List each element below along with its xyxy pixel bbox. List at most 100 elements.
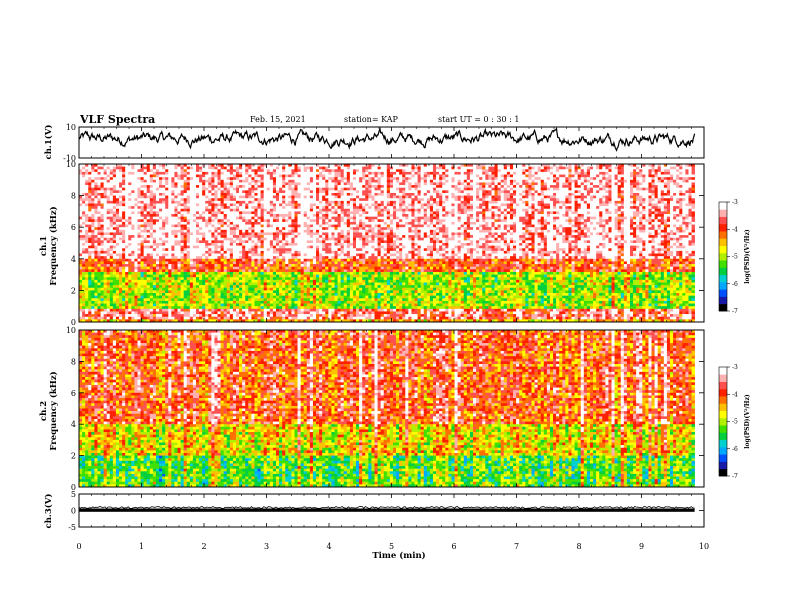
- ch1-spectrogram-cell: [229, 203, 234, 207]
- ch1-spectrogram-cell: [657, 190, 662, 194]
- ch1-spectrogram-cell: [503, 195, 508, 199]
- ch1-spectrogram-cell: [300, 192, 305, 196]
- ch1-spectrogram-cell: [389, 177, 394, 181]
- ch1-spectrogram-cell: [426, 195, 431, 199]
- ch1-spectrogram-cell: [334, 179, 338, 183]
- ch1-spectrogram-cell: [343, 216, 348, 220]
- ch1-spectrogram-cell: [94, 171, 98, 175]
- ch1-spectrogram-cell: [285, 164, 289, 167]
- ch1-spectrogram-cell: [352, 203, 357, 207]
- ch1-spectrogram-cell: [417, 211, 421, 215]
- ch1-spectrogram-cell: [192, 203, 197, 207]
- ch1-spectrogram-cell: [503, 185, 508, 188]
- ch1-spectrogram-cell: [346, 169, 351, 173]
- ch1-spectrogram-cell: [312, 174, 317, 178]
- ch1-spectrogram-cell: [155, 192, 160, 196]
- ch1-spectrogram-cell: [79, 200, 83, 204]
- ch1-spectrogram-cell: [574, 185, 578, 188]
- ch1-spectrogram-cell: [174, 203, 178, 207]
- ch1-spectrogram-cell: [519, 206, 523, 210]
- ch1-spectrogram-cell: [288, 166, 292, 170]
- ch1-spectrogram-cell: [596, 171, 600, 175]
- ch1-spectrogram-cell: [543, 208, 548, 212]
- ch1-spectrogram-cell: [119, 216, 123, 220]
- ch1-spectrogram-cell: [537, 192, 542, 196]
- ch1-spectrogram-cell: [571, 190, 575, 194]
- ch1-spectrogram-cell: [239, 171, 243, 175]
- ch1-spectrogram-cell: [235, 190, 240, 194]
- ch1-spectrogram-cell: [337, 221, 341, 225]
- ch1-spectrogram-cell: [143, 192, 148, 196]
- ch1-spectrogram-cell: [282, 198, 286, 202]
- ch1-spectrogram-cell: [562, 195, 566, 199]
- ch1-spectrogram-cell: [229, 198, 234, 202]
- ch1-spectrogram-cell: [482, 179, 486, 183]
- ch1-spectrogram-cell: [679, 216, 683, 220]
- ch1-spectrogram-cell: [642, 221, 646, 225]
- ch1-spectrogram-cell: [229, 211, 234, 215]
- ch1-spectrogram-cell: [513, 179, 517, 183]
- ch1-spectrogram-cell: [263, 198, 268, 202]
- ch1-spectrogram-cell: [205, 179, 209, 183]
- ch1-spectrogram-cell: [565, 179, 569, 183]
- ch1-spectrogram-cell: [543, 164, 548, 167]
- ch1-spectrogram-cell: [162, 214, 166, 217]
- ch1-spectrogram-cell: [608, 216, 612, 220]
- ch1-spectrogram-cell: [343, 164, 348, 167]
- ch1-spectrogram-cell: [211, 195, 215, 199]
- ch1-spectrogram-cell: [260, 216, 264, 220]
- ch1-spectrogram-cell: [109, 192, 114, 196]
- ch1-spectrogram-cell: [451, 208, 455, 212]
- ch1-spectrogram-cell: [186, 227, 191, 231]
- ch1-spectrogram-cell: [168, 198, 172, 202]
- ch1-spectrogram-cell: [334, 190, 338, 194]
- ch1-spectrogram-cell: [349, 195, 354, 199]
- ch1-spectrogram-cell: [571, 208, 575, 212]
- ch1-spectrogram-cell: [245, 203, 249, 207]
- ch1-spectrogram-cell: [359, 187, 363, 191]
- ch1-spectrogram-cell: [546, 177, 551, 181]
- ch1-spectrogram-cell: [691, 174, 695, 178]
- ch1-spectrogram-cell: [482, 192, 486, 196]
- ch1-spectrogram-cell: [417, 200, 421, 204]
- ch1-spectrogram-cell: [171, 227, 175, 231]
- ch1-spectrogram-cell: [399, 174, 403, 178]
- ch1-spectrogram-cell: [660, 221, 665, 225]
- ch1-spectrogram-cell: [146, 166, 151, 170]
- ch1-spectrogram-cell: [356, 187, 360, 191]
- ch1-spectrogram-cell: [639, 208, 643, 212]
- ch1-spectrogram-cell: [605, 200, 609, 204]
- ch1-spectrogram-cell: [411, 206, 415, 210]
- ch1-spectrogram-cell: [679, 221, 683, 225]
- ch1-spectrogram-cell: [159, 206, 163, 210]
- ch1-spectrogram-cell: [466, 211, 471, 215]
- ch1-spectrogram-cell: [473, 224, 477, 228]
- ch1-spectrogram-cell: [654, 203, 658, 207]
- ch1-spectrogram-cell: [620, 195, 625, 199]
- ch1-spectrogram-cell: [340, 195, 345, 199]
- ch1-spectrogram-cell: [349, 203, 354, 207]
- ch1-spectrogram-cell: [614, 203, 618, 207]
- ch1-spectrogram-cell: [688, 182, 692, 186]
- ch1-spectrogram-cell: [257, 227, 261, 231]
- ch1-spectrogram-cell: [140, 187, 144, 191]
- ch1-spectrogram-cell: [312, 166, 317, 170]
- ch1-spectrogram-cell: [177, 169, 181, 173]
- ch1-spectrogram-cell: [383, 208, 388, 212]
- ch1-spectrogram-cell: [531, 187, 535, 191]
- ch1-spectrogram-cell: [368, 185, 372, 188]
- ch1-spectrogram-cell: [506, 187, 511, 191]
- ch1-spectrogram-cell: [392, 203, 397, 207]
- ch1-spectrogram-cell: [513, 214, 517, 217]
- ch1-spectrogram-cell: [285, 221, 289, 225]
- ch1-spectrogram-cell: [309, 208, 314, 212]
- ch1-spectrogram-cell: [602, 216, 606, 220]
- ch1-spectrogram-cell: [254, 187, 258, 191]
- ch1-spectrogram-cell: [402, 224, 406, 228]
- ch1-spectrogram-cell: [171, 219, 175, 223]
- ch1-spectrogram-cell: [617, 192, 622, 196]
- ch1-spectrogram-cell: [155, 190, 160, 194]
- ch1-spectrogram-cell: [583, 166, 588, 170]
- ch1-spectrogram-cell: [285, 174, 289, 178]
- ch1-spectrogram-cell: [223, 227, 228, 231]
